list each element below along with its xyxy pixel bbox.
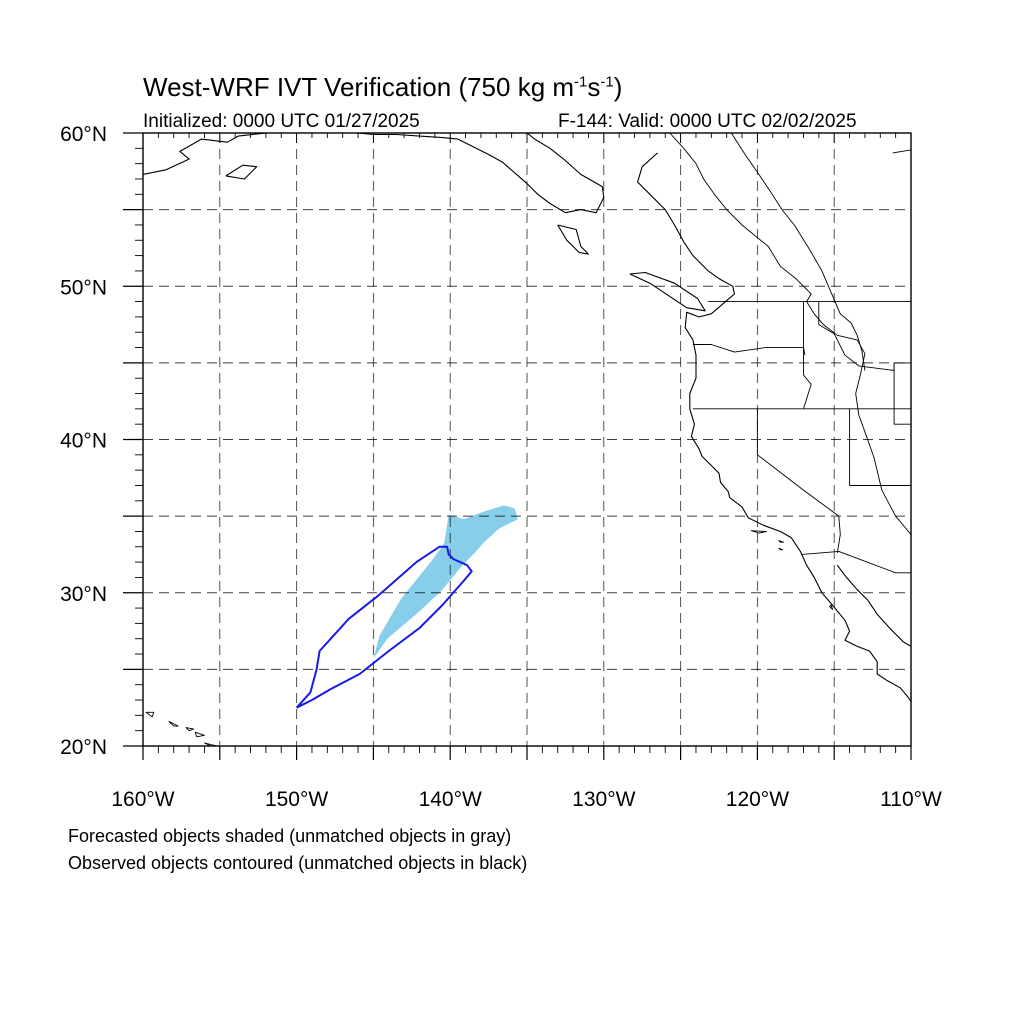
x-tick-label: 150°W (265, 788, 328, 811)
state-border-6 (849, 408, 911, 486)
inland-boundary-1 (730, 132, 866, 371)
island-0 (145, 711, 155, 718)
vancouver-island (629, 271, 706, 312)
gridlines-layer (143, 133, 911, 746)
island-6 (750, 530, 768, 534)
kodiak-island (225, 164, 258, 180)
y-tick-label: 40°N (60, 430, 107, 453)
island-2 (185, 727, 195, 732)
x-tick-label: 130°W (572, 788, 635, 811)
x-tick-label: 110°W (880, 788, 942, 811)
axis-ticks-layer (123, 132, 912, 760)
state-border-5 (803, 301, 812, 409)
x-tick-label: 160°W (111, 788, 174, 811)
gulf-of-california-coastline (836, 564, 912, 647)
initialized-time: Initialized: 0000 UTC 01/27/2025 (143, 111, 420, 132)
y-tick-label: 60°N (60, 123, 107, 146)
state-border-8 (818, 301, 911, 371)
x-tick-label: 140°W (419, 788, 482, 811)
island-7 (778, 547, 784, 551)
alaska-panhandle-coastline (357, 132, 605, 214)
legend-observed-note: Observed objects contoured (unmatched ob… (68, 853, 528, 873)
haida-gwaii-island (557, 224, 589, 255)
alaska-peninsula-coastline (142, 132, 266, 175)
x-tick-label: 120°W (726, 788, 789, 811)
state-border-4 (801, 550, 911, 574)
forecast-object (373, 505, 518, 659)
y-tick-label: 20°N (60, 736, 107, 759)
island-3 (194, 731, 205, 738)
observed-objects-layer (295, 545, 473, 709)
legend-forecast-note: Forecasted objects shaded (unmatched obj… (68, 826, 512, 846)
observed-object (295, 545, 473, 709)
y-tick-label: 30°N (60, 583, 107, 606)
island-1 (168, 721, 179, 727)
island-5 (778, 540, 784, 543)
island-8 (829, 604, 834, 611)
forecast-objects-layer (373, 505, 518, 659)
inland-boundary-0 (669, 132, 912, 535)
state-border-1 (692, 344, 806, 356)
state-border-7 (893, 362, 911, 425)
y-tick-label: 50°N (60, 276, 107, 299)
west-coastline (637, 152, 912, 703)
inland-boundary-2 (892, 149, 912, 154)
valid-time: F-144: Valid: 0000 UTC 02/02/2025 (558, 111, 857, 132)
axis-labels-layer: 160°W 150°W 140°W 130°W 120°W 110°W 20°N 30°N 40… (60, 123, 942, 811)
map-title: West-WRF IVT Verification (750 kg m-1s-1… (143, 72, 623, 102)
state-border-3 (756, 408, 841, 553)
